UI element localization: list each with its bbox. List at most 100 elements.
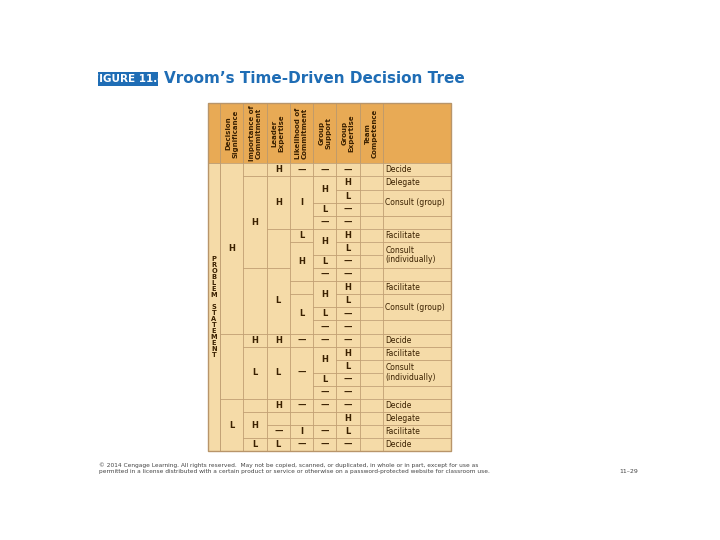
Text: Importance of
Commitment: Importance of Commitment <box>248 105 261 161</box>
Bar <box>336 320 360 334</box>
Bar <box>360 425 383 438</box>
Bar <box>243 307 266 320</box>
Bar <box>243 438 266 451</box>
Bar <box>383 268 451 281</box>
Bar <box>383 347 451 360</box>
Bar <box>383 229 451 242</box>
Bar <box>208 425 220 438</box>
Bar <box>220 164 243 177</box>
Bar <box>266 386 290 399</box>
Bar <box>313 320 336 334</box>
Bar <box>243 215 266 229</box>
Text: L: L <box>276 296 281 305</box>
Bar <box>336 229 360 242</box>
Text: Decide: Decide <box>385 335 412 345</box>
Text: L: L <box>276 368 281 377</box>
Text: L: L <box>323 205 328 214</box>
Bar <box>243 373 266 386</box>
Bar <box>208 412 220 425</box>
Bar <box>208 202 220 215</box>
Bar <box>313 307 336 320</box>
Bar <box>266 412 290 425</box>
Bar <box>336 164 360 177</box>
Bar <box>220 294 243 307</box>
Bar <box>243 255 266 268</box>
Text: L: L <box>323 257 328 266</box>
Text: H: H <box>275 401 282 410</box>
Bar <box>360 399 383 412</box>
Bar <box>290 229 313 242</box>
Bar <box>383 399 451 412</box>
Bar <box>383 177 451 190</box>
Bar <box>266 103 290 164</box>
Text: L: L <box>229 421 235 430</box>
Bar <box>243 334 266 347</box>
Bar <box>290 268 313 281</box>
Bar <box>243 242 266 255</box>
Bar <box>266 242 290 255</box>
Bar <box>208 164 220 451</box>
Bar <box>266 360 290 373</box>
Bar <box>243 334 266 347</box>
Text: —: — <box>320 165 329 174</box>
Bar <box>336 190 360 202</box>
Bar <box>266 268 290 334</box>
Text: —: — <box>344 440 352 449</box>
Bar <box>208 164 220 177</box>
Bar <box>336 386 360 399</box>
Bar <box>313 103 336 164</box>
Bar <box>336 307 360 320</box>
Text: Leader
Expertise: Leader Expertise <box>272 114 285 152</box>
Bar <box>266 412 290 425</box>
Bar <box>243 164 266 177</box>
Bar <box>243 399 266 412</box>
Bar <box>336 307 360 320</box>
Text: —: — <box>344 322 352 332</box>
Bar <box>313 412 336 425</box>
Bar <box>383 386 451 399</box>
Bar <box>290 386 313 399</box>
Bar <box>313 268 336 281</box>
Text: —: — <box>344 335 352 345</box>
Bar <box>313 307 336 320</box>
Text: FIGURE 11.4: FIGURE 11.4 <box>91 73 164 84</box>
Text: Consult (group): Consult (group) <box>385 303 445 312</box>
Bar <box>383 202 451 215</box>
Text: I: I <box>300 198 303 207</box>
Bar <box>290 334 313 347</box>
Bar <box>266 177 290 229</box>
Bar <box>383 386 451 399</box>
Text: © 2014 Cengage Learning. All rights reserved.  May not be copied, scanned, or du: © 2014 Cengage Learning. All rights rese… <box>99 463 490 475</box>
Bar <box>360 438 383 451</box>
Bar <box>383 360 451 373</box>
Bar <box>336 103 360 164</box>
Text: L: L <box>253 440 258 449</box>
Bar <box>360 373 383 386</box>
Bar <box>336 373 360 386</box>
Bar <box>266 425 290 438</box>
Text: L: L <box>253 368 258 377</box>
Bar <box>383 347 451 360</box>
Text: L: L <box>323 309 328 319</box>
Bar <box>208 399 220 412</box>
Bar <box>266 320 290 334</box>
Text: L: L <box>346 427 351 436</box>
Bar <box>313 202 336 215</box>
Text: Delegate: Delegate <box>385 179 420 187</box>
Bar <box>383 190 451 215</box>
Bar <box>336 294 360 307</box>
Bar <box>243 164 266 177</box>
Text: —: — <box>274 427 282 436</box>
Bar <box>243 177 266 190</box>
Text: —: — <box>297 368 306 377</box>
Bar <box>383 255 451 268</box>
Bar <box>360 294 383 307</box>
Bar <box>383 281 451 294</box>
Bar <box>290 334 313 347</box>
Text: L: L <box>346 296 351 305</box>
Bar <box>208 347 220 360</box>
Bar <box>220 215 243 229</box>
Text: Group
Expertise: Group Expertise <box>341 114 354 152</box>
Text: —: — <box>344 375 352 384</box>
Bar <box>266 347 290 360</box>
